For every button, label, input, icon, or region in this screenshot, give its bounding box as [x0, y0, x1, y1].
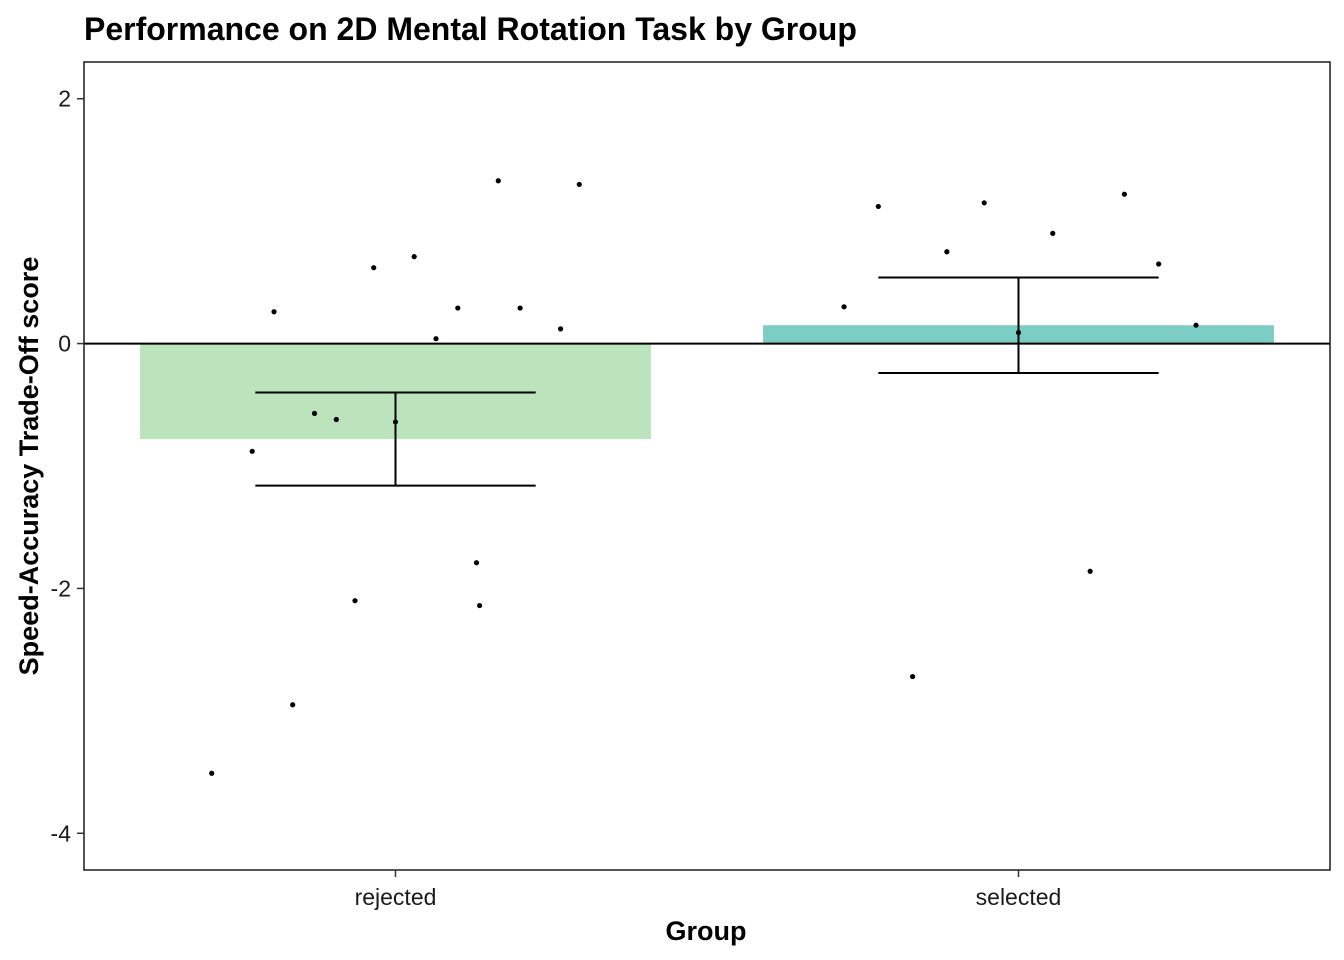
data-point-rejected [557, 326, 564, 332]
data-point-rejected [433, 336, 439, 342]
data-point-rejected [517, 305, 523, 311]
data-point-rejected [333, 416, 339, 423]
x-axis-label: Group [666, 916, 747, 946]
y-tick-label: -2 [51, 575, 71, 601]
chart-title: Performance on 2D Mental Rotation Task b… [84, 11, 857, 47]
data-point-selected [875, 203, 881, 210]
data-point-rejected [311, 410, 318, 416]
y-axis-label: Speed-Accuracy Trade-Off score [14, 257, 44, 676]
plot-border [83, 61, 1331, 871]
data-point-selected [841, 304, 847, 310]
data-point-rejected [473, 560, 480, 566]
data-point-selected [944, 249, 950, 255]
data-point-rejected [411, 254, 417, 260]
data-point-selected [1193, 322, 1199, 328]
data-point-selected [1050, 230, 1056, 236]
error-bar-selected [878, 276, 1159, 374]
plot-background [84, 62, 1330, 870]
data-point-selected [1087, 568, 1093, 574]
data-point-selected [909, 673, 916, 680]
y-tick-label: -4 [51, 820, 72, 846]
y-tick-label: 0 [58, 331, 71, 357]
error-bars [255, 276, 1159, 487]
plot-area [84, 62, 1330, 870]
data-point-selected [1121, 191, 1128, 197]
error-bar-rejected [255, 391, 536, 487]
data-point-rejected [352, 598, 358, 604]
data-point-rejected [455, 305, 461, 311]
data-point-rejected [290, 702, 296, 708]
data-point-rejected [371, 265, 377, 271]
axes: -4 -2 0 2 rejected selected [51, 61, 1331, 910]
data-point-selected [981, 200, 987, 206]
data-point-rejected [477, 602, 483, 609]
data-point-selected [1156, 261, 1162, 267]
x-tick-label: rejected [355, 884, 437, 910]
data-point-rejected [209, 770, 215, 776]
data-point-rejected [576, 181, 582, 188]
x-tick-label: selected [976, 884, 1062, 910]
data-points [209, 178, 1199, 776]
data-point-rejected [495, 178, 501, 184]
data-point-rejected [392, 419, 399, 425]
data-point-selected [1015, 329, 1022, 336]
data-point-rejected [249, 448, 255, 454]
data-point-rejected [271, 309, 277, 315]
y-tick-label: 2 [58, 86, 71, 112]
